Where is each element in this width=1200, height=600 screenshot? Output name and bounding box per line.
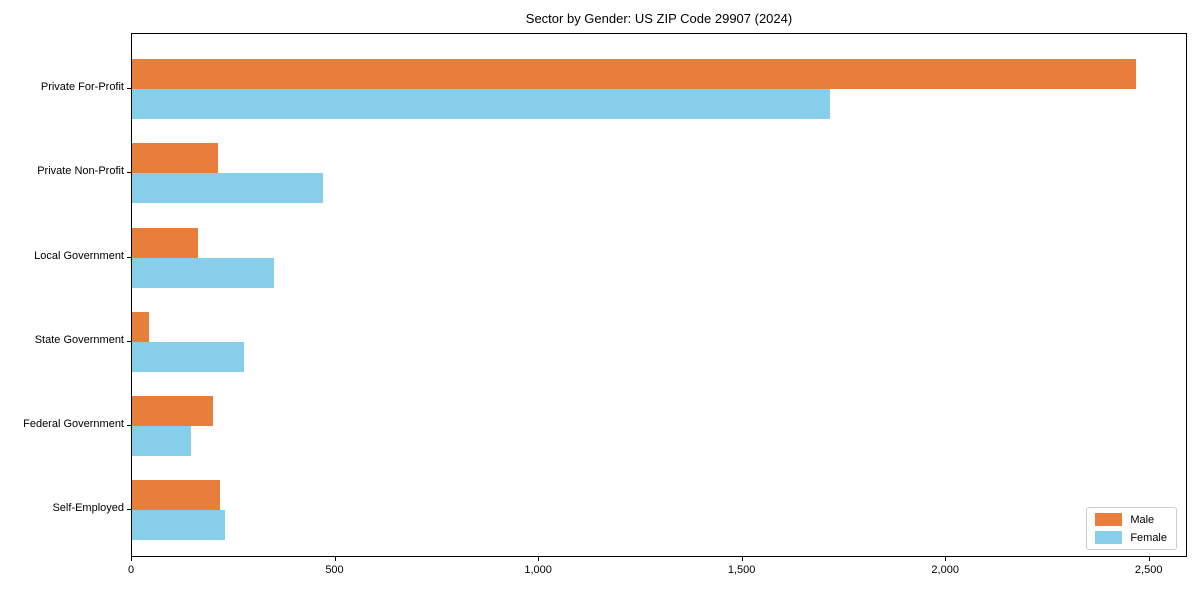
x-tick-mark xyxy=(131,557,132,561)
y-tick-mark xyxy=(127,509,131,511)
legend-swatch-male-icon xyxy=(1095,513,1123,526)
y-axis-label-local-government: Local Government xyxy=(34,249,124,262)
legend-label-male: Male xyxy=(1130,513,1155,526)
x-tick-label-2-500: 2,500 xyxy=(1134,564,1163,576)
x-tick-mark xyxy=(334,557,336,561)
y-tick-mark xyxy=(127,88,131,89)
x-tick-label-2-000: 2,000 xyxy=(931,564,959,576)
y-axis-label-federal-government: Federal Government xyxy=(23,418,124,430)
bar-male-private-for-profit xyxy=(132,59,1136,89)
bar-female-private-non-profit xyxy=(132,173,323,204)
plot-area: Male Female xyxy=(131,33,1187,557)
y-axis-label-private-for-profit: Private For-Profit xyxy=(40,81,124,93)
bar-male-self-employed xyxy=(132,480,220,511)
y-axis-label-state-government: State Government xyxy=(34,333,124,346)
y-tick-mark xyxy=(127,172,131,174)
x-tick-label-1-500: 1,500 xyxy=(727,564,756,576)
bar-female-federal-government xyxy=(132,426,192,456)
legend-label-female: Female xyxy=(1130,531,1167,544)
legend-swatch-female-icon xyxy=(1095,531,1123,544)
legend: Male Female xyxy=(1086,507,1177,550)
x-tick-mark xyxy=(945,557,947,561)
x-tick-label-0: 0 xyxy=(127,564,135,576)
y-tick-mark xyxy=(127,340,131,342)
bar-male-federal-government xyxy=(132,396,213,426)
bar-female-state-government xyxy=(132,341,244,372)
legend-item-male: Male xyxy=(1095,513,1167,526)
y-tick-mark xyxy=(127,256,131,258)
bar-female-private-for-profit xyxy=(132,89,831,119)
bar-female-local-government xyxy=(132,257,275,288)
y-tick-mark xyxy=(127,425,131,426)
x-tick-mark xyxy=(741,557,743,561)
bar-male-state-government xyxy=(132,311,150,342)
bar-male-local-government xyxy=(132,227,198,258)
x-tick-label-500: 500 xyxy=(325,564,344,576)
bar-female-self-employed xyxy=(132,510,226,541)
x-tick-mark xyxy=(1148,557,1150,561)
y-axis-label-self-employed: Self-Employed xyxy=(52,502,124,515)
legend-item-female: Female xyxy=(1095,531,1167,544)
y-axis-label-private-non-profit: Private Non-Profit xyxy=(37,165,124,178)
chart-title: Sector by Gender: US ZIP Code 29907 (202… xyxy=(525,11,793,26)
bar-male-private-non-profit xyxy=(132,143,218,174)
x-tick-mark xyxy=(538,557,540,561)
x-tick-label-1-000: 1,000 xyxy=(524,564,552,576)
